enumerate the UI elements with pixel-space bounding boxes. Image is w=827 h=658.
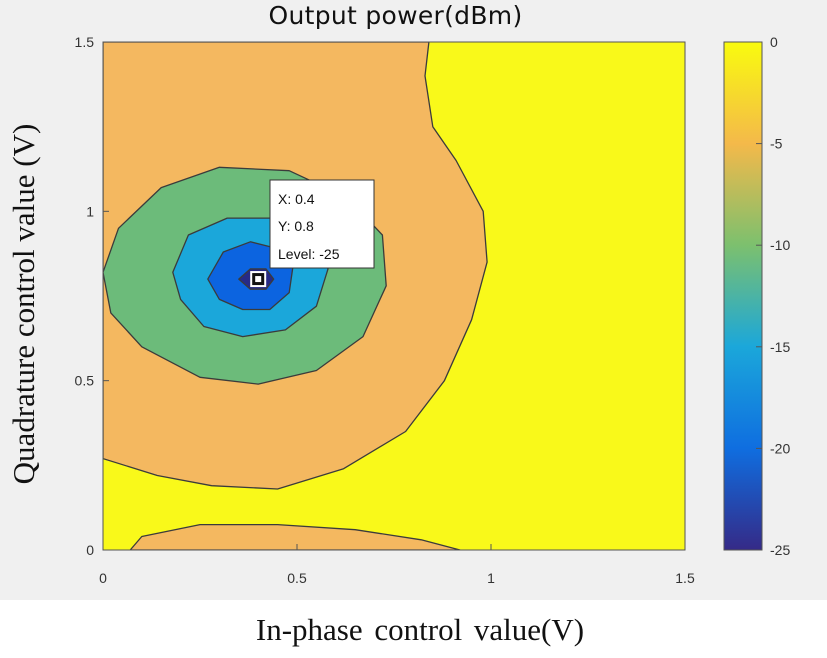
data-tip-level: Level: -25 [278, 246, 340, 262]
data-tip-box [269, 179, 375, 269]
contour-level-5-region-1 [129, 523, 461, 550]
x-tick-label-3: 1.5 [675, 570, 695, 586]
colorbar-ticks: 0 -5 -10 -15 -20 -25 [756, 34, 790, 558]
colorbar-tick-label-2: -10 [770, 237, 790, 253]
x-ticks: 0 0.5 1 1.5 [99, 544, 695, 586]
x-tick-label-1: 0.5 [287, 570, 307, 586]
colorbar-gradient [723, 41, 763, 551]
y-ticks: 0 0.5 1 1.5 [75, 34, 109, 558]
colorbar: 0 -5 -10 -15 -20 -25 [723, 34, 790, 558]
x-axis-label: In-phase control value(V) [255, 612, 585, 647]
colorbar-tick-label-5: -25 [770, 542, 790, 558]
data-tip-y: Y: 0.8 [278, 218, 314, 234]
y-tick-label-2: 1 [86, 203, 94, 219]
colorbar-tick-label-4: -20 [770, 440, 790, 456]
y-axis-label: Quadrature control value (V) [6, 123, 41, 485]
x-tick-label-2: 1 [487, 570, 495, 586]
colorbar-tick-label-3: -15 [770, 339, 790, 355]
data-tip-x: X: 0.4 [278, 191, 315, 207]
colorbar-tick-label-1: -5 [770, 136, 783, 152]
y-tick-label-0: 0 [86, 542, 94, 558]
plot-axes: 0 0.5 1 1.5 0 0.5 1 1.5 [75, 34, 695, 586]
x-tick-label-0: 0 [99, 570, 107, 586]
minimum-marker-group [250, 271, 267, 288]
contour-plot[interactable]: 0 0.5 1 1.5 0 0.5 1 1.5 X: 0.4 Y: 0.8 Level: -… [0, 0, 827, 600]
plot-frame [102, 41, 686, 551]
y-tick-label-1: 0.5 [75, 373, 95, 389]
colorbar-tick-label-0: 0 [770, 34, 778, 50]
y-tick-label-3: 1.5 [75, 34, 95, 50]
minimum-marker-core [255, 276, 262, 283]
data-tip[interactable]: X: 0.4 Y: 0.8 Level: -25 [269, 179, 375, 269]
chart-title: Output power(dBm) [268, 1, 523, 30]
